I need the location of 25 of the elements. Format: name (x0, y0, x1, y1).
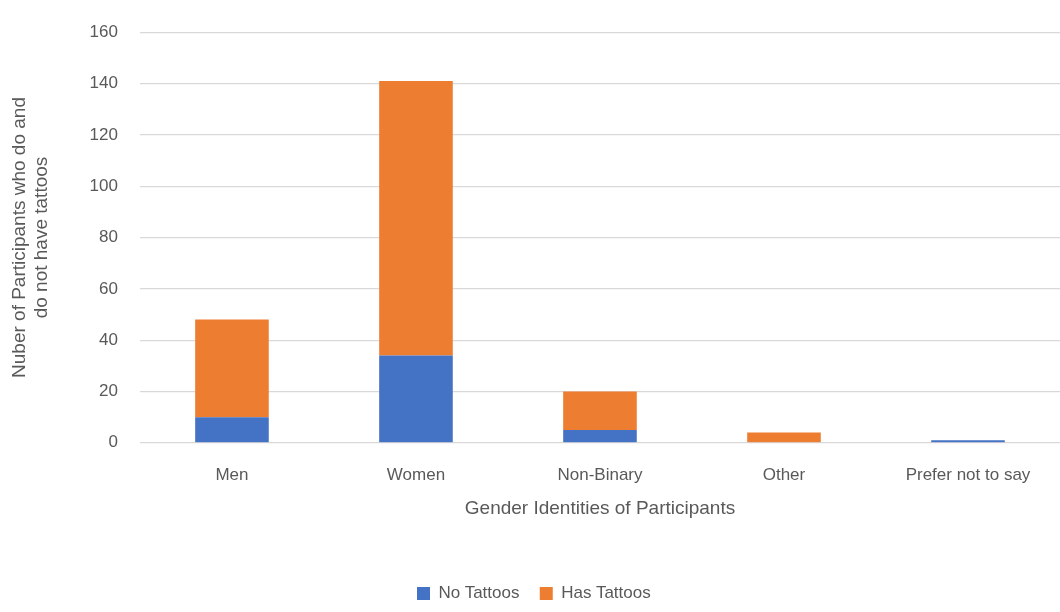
bar (195, 319, 269, 418)
y-tick-label: 0 (108, 432, 118, 452)
bar (379, 355, 453, 443)
x-axis-title: Gender Identities of Participants (464, 496, 736, 518)
bar (747, 432, 821, 443)
y-tick-label: 160 (89, 21, 118, 41)
y-tick-label: 60 (99, 278, 118, 298)
y-tick-label: 80 (99, 227, 118, 247)
x-tick-label: Women (386, 464, 446, 484)
y-tick-label: 140 (89, 73, 118, 93)
x-tick-label: Non-Binary (557, 464, 643, 484)
y-tick-label: 40 (99, 329, 118, 349)
x-tick-label: Other (762, 464, 806, 484)
legend-label: No Tattoos (438, 583, 520, 603)
bar (563, 391, 637, 430)
x-tick-label: Prefer not to say (905, 464, 1031, 484)
bar (563, 429, 637, 443)
y-tick-label: 100 (89, 175, 118, 195)
legend-label: Has Tattoos (561, 583, 651, 603)
bar (379, 80, 453, 356)
bar (195, 417, 269, 443)
y-tick-label: 120 (89, 124, 118, 144)
x-tick-label: Men (215, 464, 249, 484)
y-axis-title: Nuber of Participants who do and do not have tattoos (7, 97, 52, 378)
y-tick-label: 20 (99, 381, 118, 401)
